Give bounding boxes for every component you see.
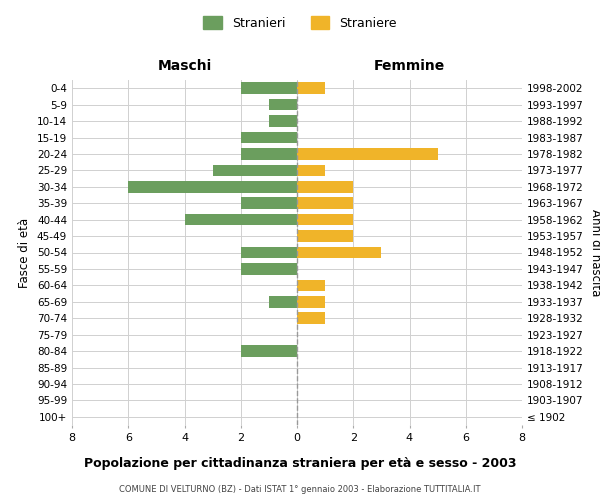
Bar [297, 246, 382, 258]
Bar [297, 280, 325, 291]
Bar [297, 312, 325, 324]
Bar [297, 296, 325, 308]
Bar [297, 214, 353, 226]
Bar [269, 99, 297, 110]
Legend: Stranieri, Straniere: Stranieri, Straniere [198, 11, 402, 35]
Bar [241, 82, 297, 94]
Bar [212, 164, 297, 176]
Bar [297, 164, 325, 176]
Bar [297, 198, 353, 209]
Text: Femmine: Femmine [374, 59, 445, 73]
Bar [297, 148, 437, 160]
Bar [241, 132, 297, 143]
Bar [185, 214, 297, 226]
Bar [241, 346, 297, 357]
Bar [241, 246, 297, 258]
Y-axis label: Anni di nascita: Anni di nascita [589, 209, 600, 296]
Bar [241, 148, 297, 160]
Bar [297, 82, 325, 94]
Bar [297, 181, 353, 192]
Y-axis label: Fasce di età: Fasce di età [19, 218, 31, 288]
Bar [241, 198, 297, 209]
Bar [128, 181, 297, 192]
Text: COMUNE DI VELTURNO (BZ) - Dati ISTAT 1° gennaio 2003 - Elaborazione TUTTITALIA.I: COMUNE DI VELTURNO (BZ) - Dati ISTAT 1° … [119, 485, 481, 494]
Bar [241, 263, 297, 274]
Bar [269, 296, 297, 308]
Text: Popolazione per cittadinanza straniera per età e sesso - 2003: Popolazione per cittadinanza straniera p… [84, 458, 516, 470]
Bar [297, 230, 353, 242]
Bar [269, 116, 297, 127]
Text: Maschi: Maschi [157, 59, 212, 73]
